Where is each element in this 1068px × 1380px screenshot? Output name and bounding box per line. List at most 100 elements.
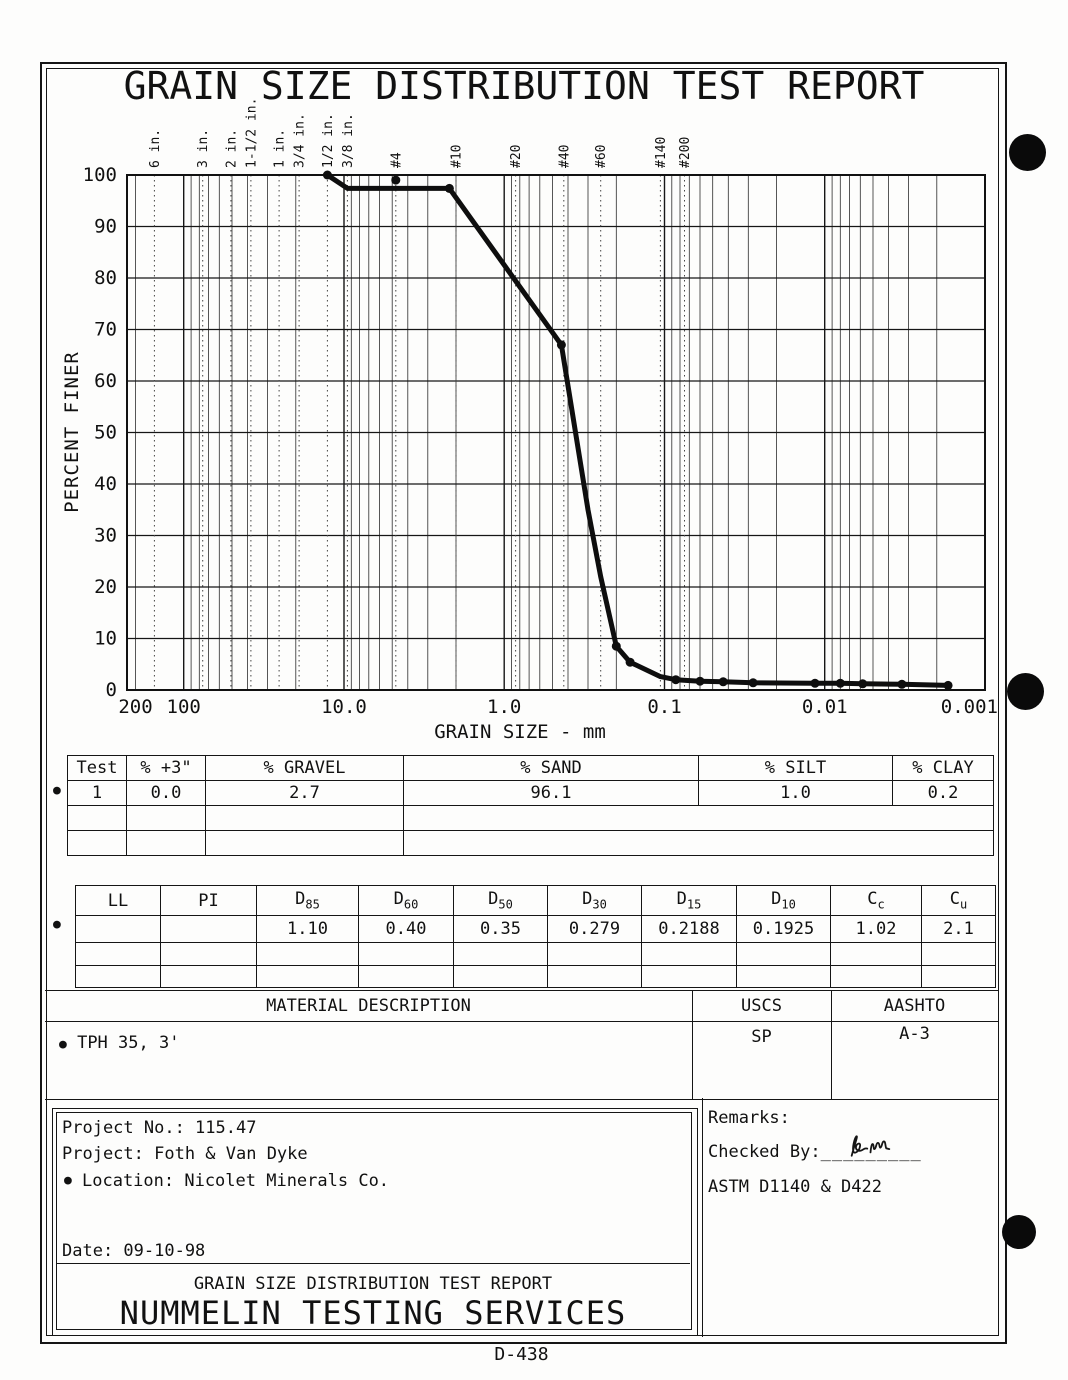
y-tick-label: 30 bbox=[94, 525, 117, 547]
column-header: Cc bbox=[830, 885, 922, 916]
sieve-size-label: 3/4 in. bbox=[293, 113, 308, 168]
x-tick-label: 0.01 bbox=[802, 696, 848, 718]
x-tick-label: 200 bbox=[118, 696, 152, 718]
table-cell bbox=[75, 965, 161, 988]
footer-report-type: GRAIN SIZE DISTRIBUTION TEST REPORT bbox=[193, 1274, 553, 1294]
table-cell: 0.279 bbox=[547, 915, 642, 943]
table-cell bbox=[75, 942, 161, 966]
data-point-marker bbox=[858, 679, 868, 689]
y-tick-label: 20 bbox=[94, 576, 117, 598]
gradation-curve bbox=[324, 172, 951, 688]
table-cell bbox=[736, 965, 831, 988]
column-header: % +3" bbox=[126, 755, 206, 781]
table-cell bbox=[205, 805, 404, 831]
table-cell: 0.0 bbox=[126, 780, 206, 806]
y-tick-label: 90 bbox=[94, 216, 117, 238]
table-cell bbox=[403, 830, 994, 856]
table-cell: 0.40 bbox=[358, 915, 454, 943]
table-cell bbox=[547, 965, 642, 988]
y-tick-label: 50 bbox=[94, 422, 117, 444]
y-tick-label: 40 bbox=[94, 473, 117, 495]
data-point-marker bbox=[835, 678, 845, 688]
column-header: D85 bbox=[256, 885, 359, 916]
column-header: LL bbox=[75, 885, 161, 916]
x-tick-label: 0.001 bbox=[941, 696, 998, 718]
uscs-header: USCS bbox=[741, 996, 782, 1016]
table-cell bbox=[830, 942, 922, 966]
table-cell: 2.1 bbox=[921, 915, 996, 943]
y-tick-label: 70 bbox=[94, 319, 117, 341]
project-location: Location: Nicolet Minerals Co. bbox=[82, 1171, 390, 1191]
table-cell bbox=[830, 965, 922, 988]
binder-hole bbox=[1002, 1215, 1036, 1249]
project-box-separator bbox=[57, 1263, 690, 1264]
sieve-size-label: 1 in. bbox=[273, 129, 288, 168]
uscs-value: SP bbox=[751, 1027, 772, 1047]
table-cell bbox=[67, 805, 127, 831]
column-header: % SILT bbox=[698, 755, 893, 781]
signature bbox=[850, 1135, 891, 1157]
column-header: D50 bbox=[453, 885, 548, 916]
table-cell: 1.0 bbox=[698, 780, 893, 806]
table-cell bbox=[921, 942, 996, 966]
sieve-size-label: #40 bbox=[557, 145, 572, 168]
column-header: PI bbox=[160, 885, 257, 916]
data-point-marker bbox=[718, 677, 728, 687]
sieve-size-label: 3/8 in. bbox=[341, 113, 356, 168]
table-cell bbox=[736, 942, 831, 966]
table-cell bbox=[453, 942, 548, 966]
table-cell bbox=[641, 965, 737, 988]
column-header: Test bbox=[67, 755, 127, 781]
data-point-marker bbox=[611, 641, 621, 651]
data-point-marker bbox=[897, 679, 907, 689]
table-cell: 1.02 bbox=[830, 915, 922, 943]
data-point-marker bbox=[671, 675, 681, 685]
indices-table: LL PI D85 D60 D50 D30 D15 D10 Cc Cu 1.10 0.40 0.35 0.… bbox=[75, 885, 996, 988]
sieve-size-label: #10 bbox=[450, 145, 465, 168]
column-header: D30 bbox=[547, 885, 642, 916]
column-header: Cu bbox=[921, 885, 996, 916]
material-description-row: ● TPH 35, 3' bbox=[59, 1033, 179, 1053]
project-box-outer-border bbox=[52, 1108, 698, 1336]
series-marker-bullet: ● bbox=[59, 1037, 67, 1052]
x-tick-label: 1.0 bbox=[487, 696, 521, 718]
series-marker-bullet: ● bbox=[53, 783, 61, 798]
report-date: Date: 09-10-98 bbox=[62, 1241, 206, 1261]
column-header: % CLAY bbox=[892, 755, 994, 781]
sieve-size-label: #200 bbox=[678, 137, 693, 168]
sieve-size-label: #140 bbox=[654, 137, 669, 168]
binder-hole bbox=[1009, 134, 1046, 171]
data-point-marker bbox=[748, 678, 758, 688]
x-axis-title: GRAIN SIZE - mm bbox=[434, 721, 606, 743]
table-cell: 2.7 bbox=[205, 780, 404, 806]
material-description-value: TPH 35, 3' bbox=[77, 1033, 180, 1053]
astm-standards: ASTM D1140 & D422 bbox=[708, 1177, 882, 1197]
header-underline bbox=[45, 1021, 998, 1022]
bottom-section-divider bbox=[702, 1098, 703, 1337]
table-cell bbox=[160, 915, 257, 943]
fractions-table: Test% +3"% GRAVEL% SAND% SILT% CLAY 1 0.0 2… bbox=[67, 755, 994, 856]
aashto-column-divider bbox=[831, 991, 832, 1099]
document-number: D-438 bbox=[494, 1344, 549, 1365]
table-cell bbox=[358, 942, 454, 966]
sieve-size-label: #20 bbox=[509, 145, 524, 168]
table-cell bbox=[256, 942, 359, 966]
data-point-marker bbox=[322, 170, 332, 180]
column-header: % GRAVEL bbox=[205, 755, 404, 781]
table-cell bbox=[921, 965, 996, 988]
project-box-inner-border bbox=[56, 1112, 692, 1330]
table-cell bbox=[358, 965, 454, 988]
sieve-size-label: #4 bbox=[389, 152, 404, 168]
y-tick-label: 0 bbox=[106, 679, 117, 701]
aashto-header: AASHTO bbox=[883, 996, 946, 1016]
sieve-size-label: 6 in. bbox=[148, 129, 163, 168]
table-cell bbox=[126, 805, 206, 831]
column-header: % SAND bbox=[403, 755, 699, 781]
y-tick-label: 10 bbox=[94, 628, 117, 650]
remarks-label: Remarks: bbox=[708, 1108, 790, 1128]
table-cell: 0.35 bbox=[453, 915, 548, 943]
data-point-marker bbox=[556, 340, 566, 350]
table-cell bbox=[67, 830, 127, 856]
sieve-size-label: 3 in. bbox=[196, 129, 211, 168]
